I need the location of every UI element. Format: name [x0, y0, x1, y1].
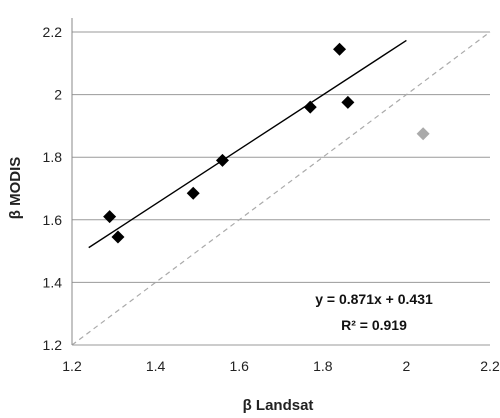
data-point [333, 42, 347, 56]
r-squared: R² = 0.919 [341, 317, 407, 333]
x-tick-label: 2 [403, 358, 411, 374]
one-to-one-line [71, 31, 491, 346]
x-axis-label: β Landsat [243, 397, 314, 414]
y-tick-label: 1.8 [43, 149, 63, 165]
x-tick-label: 1.2 [62, 358, 82, 374]
data-point [186, 186, 200, 200]
x-tick-label: 1.4 [146, 358, 166, 374]
data-points [103, 42, 430, 244]
x-tick-label: 1.8 [313, 358, 333, 374]
gridlines [72, 31, 490, 346]
x-tick-label: 1.6 [229, 358, 249, 374]
y-tick-labels: 1.2 1.4 1.6 1.8 2 2.2 [43, 24, 63, 353]
y-axis-label: β MODIS [7, 157, 24, 220]
data-point [303, 100, 317, 114]
data-point [111, 230, 125, 244]
trendline [88, 39, 407, 249]
trend-equation: y = 0.871x + 0.431 [315, 291, 433, 307]
data-point [341, 95, 355, 109]
y-tick-label: 1.6 [43, 212, 63, 228]
y-tick-label: 2 [54, 87, 62, 103]
y-tick-label: 1.4 [43, 274, 63, 290]
x-tick-label: 2.2 [480, 358, 500, 374]
data-point [215, 153, 229, 167]
data-point [416, 127, 430, 141]
y-tick-label: 2.2 [43, 24, 63, 40]
y-tick-label: 1.2 [43, 337, 63, 353]
data-point [103, 210, 117, 224]
x-tick-labels: 1.2 1.4 1.6 1.8 2 2.2 [62, 358, 500, 374]
